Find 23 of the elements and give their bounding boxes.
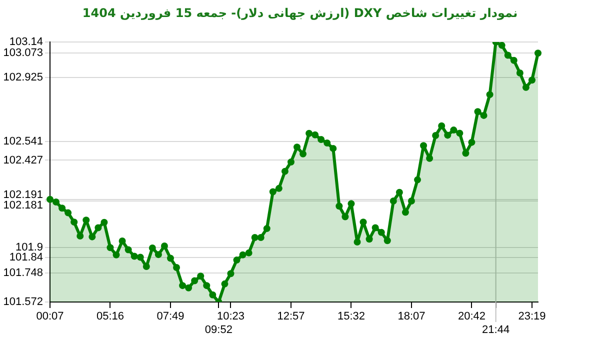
y-tick-label: 102.541 [3,135,43,148]
x-tick-label: 00:07 [36,310,64,323]
y-tick-label: 101.748 [3,266,43,279]
y-tick-label: 102.191 [3,189,43,202]
x-tick-label: 07:49 [156,310,184,323]
x-tick-label: 10:23 [216,310,245,323]
x-tick-label: 15:32 [337,310,365,323]
y-tick-label: 101.572 [3,296,43,308]
x-tick-label: 05:16 [96,310,124,323]
x-tick-label: 09:52 [204,324,232,336]
x-tick-label: 18:07 [398,310,426,323]
y-tick-label: 102.427 [3,154,43,166]
y-tick-label: 103.14 [9,36,43,48]
x-tick-label: 20:42 [458,310,486,323]
y-tick-label: 103.073 [3,47,43,60]
x-tick-label: 12:57 [277,310,305,323]
y-tick-label: 101.9 [15,242,43,254]
y-tick-label: 101.84 [9,252,43,264]
y-tick-label: 102.925 [3,72,43,84]
x-tick-label: 23:19 [518,310,546,323]
y-tick-label: 102.181 [3,199,43,212]
x-tick-label: 21:44 [482,324,510,336]
chart-title: نمودار تغییرات شاخص DXY (ارزش جهانی دلار)- جمعه 15 فروردین 1404 [81,6,519,20]
